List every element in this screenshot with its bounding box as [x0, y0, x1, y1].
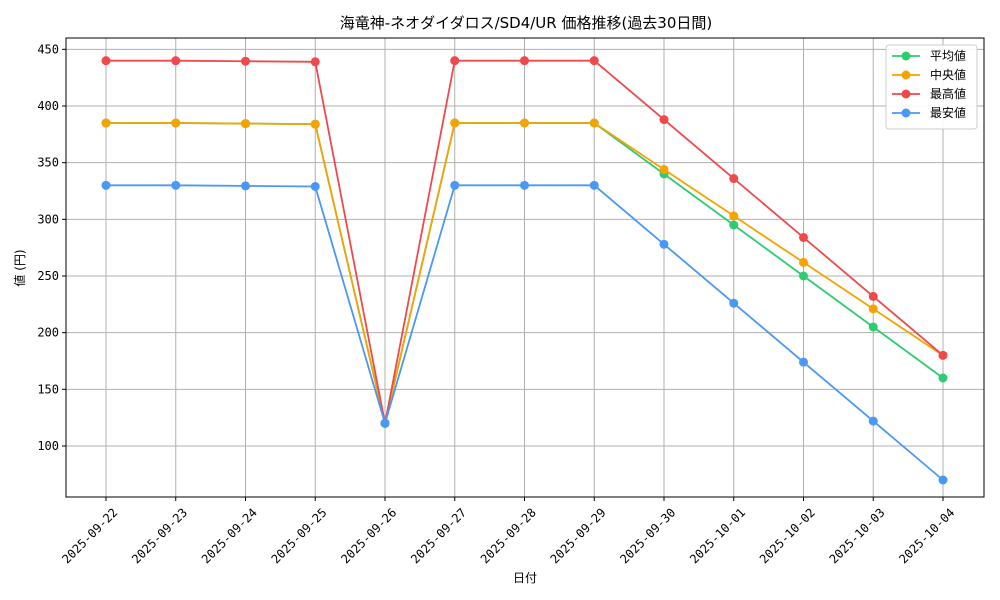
legend-label: 最高値 [930, 86, 966, 101]
data-point [310, 181, 320, 191]
data-point [450, 118, 460, 128]
legend-label: 中央値 [930, 67, 966, 82]
legend-frame [885, 44, 978, 130]
data-point [241, 56, 250, 66]
grid [66, 38, 984, 497]
data-point [729, 174, 739, 184]
data-point [520, 118, 529, 128]
data-point [659, 115, 669, 125]
data-point [589, 180, 599, 190]
legend-label: 平均値 [930, 48, 966, 63]
y-tick-label: 400 [37, 99, 59, 113]
y-tick-label: 300 [37, 212, 59, 226]
x-tick-label: 2025-09-28 [478, 505, 539, 566]
x-tick-label: 2025-09-23 [129, 505, 190, 566]
data-point [659, 164, 669, 174]
data-point [589, 118, 599, 128]
data-point [450, 180, 460, 190]
data-point [241, 181, 250, 191]
x-tick-label: 2025-09-22 [59, 505, 120, 566]
data-point [589, 56, 599, 66]
x-tick-label: 2025-09-27 [408, 505, 469, 566]
data-point [241, 119, 250, 129]
x-axis-label: 日付 [513, 571, 537, 585]
data-point [938, 350, 948, 360]
chart-title: 海竜神-ネオダイダロス/SD4/UR 価格推移(過去30日間) [340, 14, 713, 32]
data-point [520, 180, 529, 190]
series-layer [101, 56, 948, 485]
legend-marker [901, 70, 911, 80]
y-tick-label: 150 [37, 382, 59, 396]
data-point [729, 220, 739, 230]
series-3 [101, 180, 948, 485]
data-point [101, 56, 111, 66]
data-point [729, 211, 739, 221]
legend-marker [901, 51, 911, 61]
data-point [938, 475, 948, 485]
data-point [799, 271, 808, 281]
y-tick-label: 100 [37, 439, 59, 453]
legend-item: 平均値 [892, 48, 966, 63]
legend-item: 最安値 [892, 105, 966, 120]
data-point [171, 118, 181, 128]
data-point [310, 57, 320, 67]
legend-item: 中央値 [892, 67, 966, 82]
x-tick-label: 2025-10-03 [827, 505, 888, 566]
x-tick-label: 2025-09-30 [617, 505, 678, 566]
x-tick-label: 2025-10-04 [896, 505, 957, 566]
data-point [868, 416, 878, 426]
x-tick-label: 2025-09-25 [269, 505, 330, 566]
x-tick-label: 2025-10-01 [687, 505, 748, 566]
data-point [868, 322, 878, 332]
data-point [868, 291, 878, 301]
data-point [171, 180, 181, 190]
y-tick-label: 450 [37, 42, 59, 56]
data-point [171, 56, 181, 66]
legend-marker [901, 89, 911, 99]
data-point [520, 56, 529, 66]
data-point [799, 257, 808, 267]
y-tick-label: 250 [37, 269, 59, 283]
y-tick-label: 350 [37, 156, 59, 170]
x-tick-label: 2025-09-26 [338, 505, 399, 566]
y-axis: 100 150 200 250 300 350 400 450 [37, 42, 66, 453]
x-tick-label: 2025-09-29 [548, 505, 609, 566]
data-point [659, 239, 669, 249]
data-point [450, 56, 460, 66]
x-tick-label: 2025-09-24 [199, 505, 260, 566]
data-point [380, 418, 390, 428]
data-point [868, 304, 878, 314]
legend-label: 最安値 [930, 105, 966, 120]
data-point [101, 118, 111, 128]
series-1 [101, 118, 948, 428]
y-axis-label: 値 (円) [12, 249, 27, 286]
x-tick-label: 2025-10-02 [757, 505, 818, 566]
data-point [310, 119, 320, 129]
x-axis: 2025-09-22 2025-09-23 2025-09-24 2025-09-25… [59, 497, 957, 566]
data-point [799, 232, 808, 242]
legend-item: 最高値 [892, 86, 966, 101]
y-tick-label: 200 [37, 326, 59, 340]
legend-marker [901, 108, 911, 118]
data-point [938, 373, 948, 383]
data-point [101, 180, 111, 190]
data-point [729, 298, 739, 308]
data-point [799, 357, 808, 367]
